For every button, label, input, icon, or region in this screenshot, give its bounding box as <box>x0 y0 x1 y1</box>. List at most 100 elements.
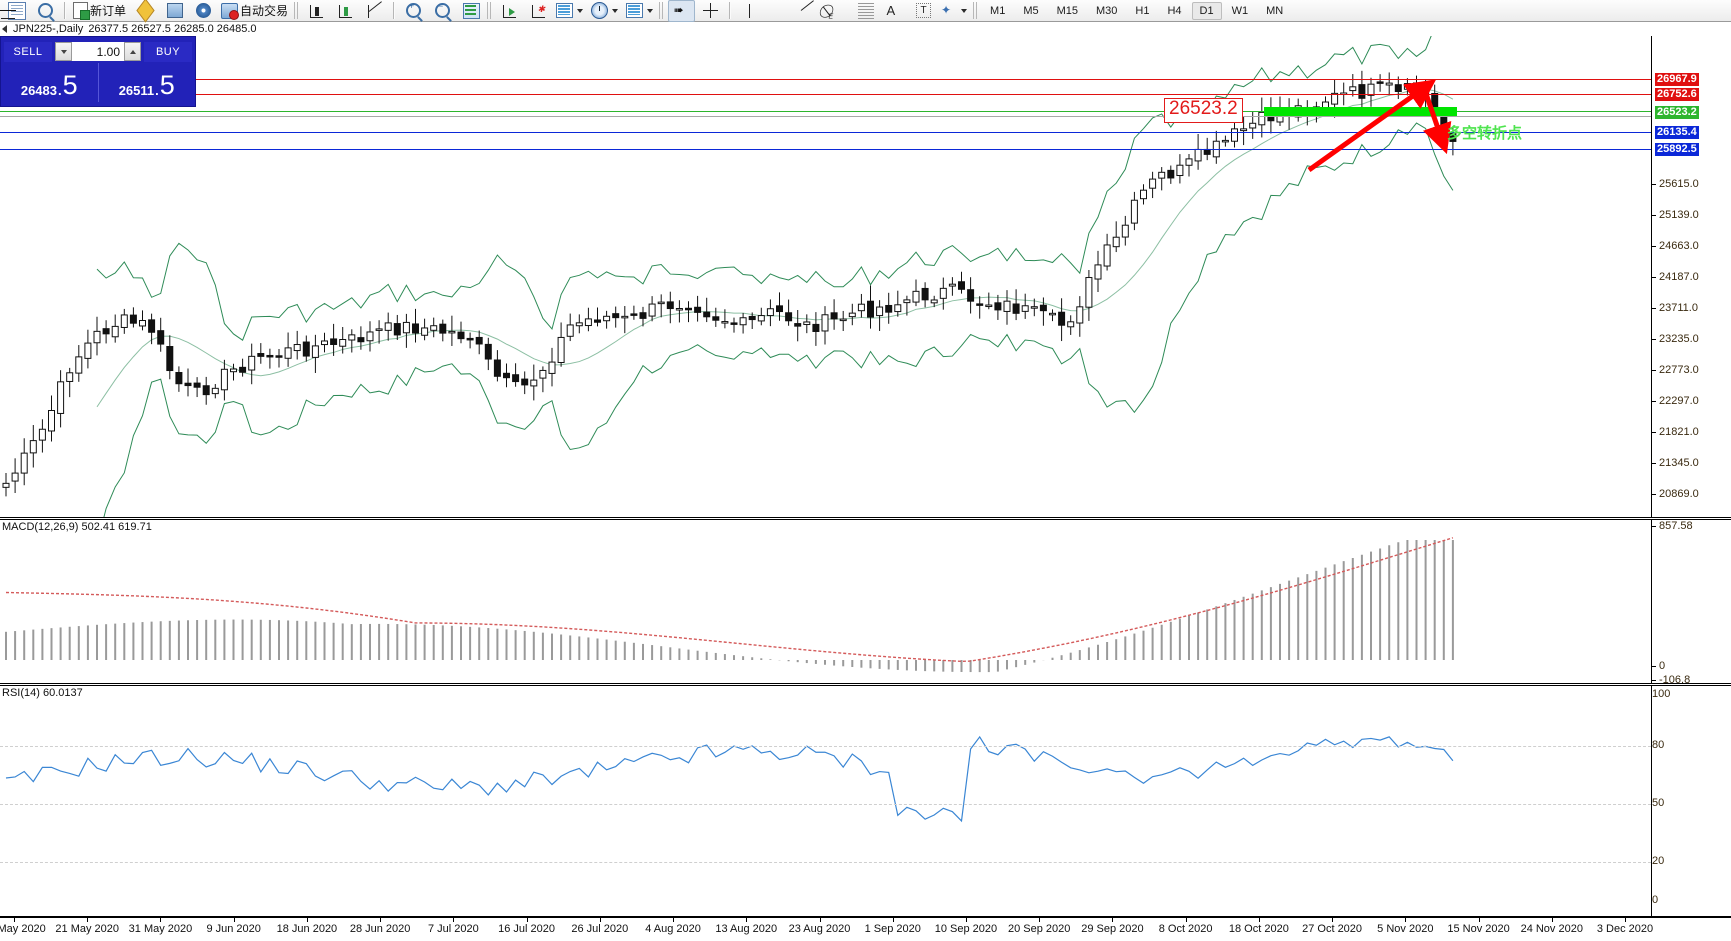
one-click-trading-panel[interactable]: SELL 1.00 BUY 26483 . 5 26511 . 5 <box>0 36 196 107</box>
timeframe-m5[interactable]: M5 <box>1023 4 1039 17</box>
toolbar-grip-3[interactable] <box>659 2 665 19</box>
date-tick <box>746 918 748 922</box>
date-label: 20 Sep 2020 <box>1007 923 1071 935</box>
macd-scale[interactable]: 857.58 0 -106.8 <box>1651 520 1731 686</box>
price-plot[interactable]: 26523.2 多空转折点 <box>0 36 1651 517</box>
buy-button[interactable]: BUY <box>144 41 192 62</box>
signals-button[interactable] <box>190 0 217 22</box>
rsi-pane[interactable]: RSI(14) 60.0137 100 80 50 20 0 <box>0 685 1731 917</box>
timeframe-h4[interactable]: H4 <box>1167 4 1182 17</box>
timeframe-h1[interactable]: H1 <box>1135 4 1150 17</box>
expert-advisors-button[interactable] <box>132 0 159 23</box>
collapse-icon[interactable] <box>2 25 7 33</box>
symbol-info-bar: JPN225-,Daily 26377.5 26527.5 26285.0 26… <box>0 22 1731 36</box>
chevron-down-icon-4[interactable] <box>961 8 968 13</box>
price-tick-24187-0: 24187.0 <box>1652 271 1699 283</box>
cursor-tool-button[interactable]: ➠ <box>668 0 696 22</box>
text-tool-button[interactable]: A <box>881 0 908 22</box>
trendline-tool-button[interactable] <box>794 0 821 22</box>
doc-icon <box>7 1 26 20</box>
rsi-plot[interactable]: RSI(14) 60.0137 <box>0 686 1651 916</box>
line-chart-button[interactable] <box>361 0 388 22</box>
horizontal-line-tool-button[interactable] <box>0 0 792 22</box>
auto-trading-button[interactable]: 自动交易 <box>219 0 292 22</box>
macd-pane[interactable]: MACD(12,26,9) 502.41 619.71 857.58 0 -10… <box>0 519 1731 686</box>
auto-trading-icon <box>221 2 240 20</box>
buy-price[interactable]: 26511 . 5 <box>101 63 192 102</box>
grid-icon <box>463 2 481 19</box>
level-line-26967 <box>0 79 1651 80</box>
periods-button[interactable] <box>589 0 622 22</box>
chevron-down-icon-3[interactable] <box>647 8 654 13</box>
sell-button[interactable]: SELL <box>4 41 52 62</box>
new-order-label: 新订单 <box>90 4 127 18</box>
timeframe-w1[interactable]: W1 <box>1231 4 1249 17</box>
rsi-scale[interactable]: 100 80 50 20 0 <box>1651 686 1731 916</box>
sell-price[interactable]: 26483 . 5 <box>4 63 95 102</box>
date-label: 15 Nov 2020 <box>1447 923 1510 935</box>
date-label: 21 May 2020 <box>55 923 120 935</box>
date-label: 7 Jul 2020 <box>427 923 479 935</box>
templates-button[interactable] <box>624 0 657 22</box>
new-order-button[interactable]: 新订单 <box>71 0 130 22</box>
volume-decrement-button[interactable] <box>55 42 72 61</box>
buy-price-sep: . <box>155 83 159 98</box>
price-scale[interactable]: 25615.0 25139.0 24663.0 24187.0 23711.0 23235… <box>1651 36 1731 517</box>
strategy-tester-button[interactable] <box>161 0 188 22</box>
toolbar-grip-4[interactable] <box>973 2 979 19</box>
candlestick-chart-button[interactable] <box>332 0 359 22</box>
price-label-26135-4[interactable]: 26135.4 <box>1655 126 1699 139</box>
shift-end-button[interactable] <box>496 0 523 22</box>
zoom-out-button[interactable] <box>429 0 456 22</box>
price-label-26967-9[interactable]: 26967.9 <box>1655 73 1699 86</box>
sell-price-int: 26483 <box>20 83 57 98</box>
date-label: 4 Aug 2020 <box>645 923 701 935</box>
buy-price-frac: 5 <box>159 70 175 101</box>
price-tick-23235-0: 23235.0 <box>1652 333 1699 345</box>
timeframe-mn[interactable]: MN <box>1266 4 1284 17</box>
crosshair-tool-button[interactable] <box>697 0 724 22</box>
volume-value[interactable]: 1.00 <box>96 44 120 59</box>
chevron-down-icon-2[interactable] <box>612 8 619 13</box>
market-watch-button[interactable] <box>32 0 59 22</box>
price-label-26752-6[interactable]: 26752.6 <box>1655 88 1699 101</box>
date-label: 28 Jun 2020 <box>349 923 411 935</box>
vertical-line-tool-button[interactable] <box>736 0 763 22</box>
chevron-down-icon[interactable] <box>577 8 584 13</box>
timeframe-d1[interactable]: D1 <box>1191 1 1222 20</box>
zoom-in-button[interactable] <box>400 0 427 22</box>
price-label-25892-5[interactable]: 25892.5 <box>1655 143 1699 156</box>
channel-tool-button[interactable] <box>852 0 879 22</box>
date-label: 1 Sep 2020 <box>864 923 921 935</box>
price-tick-24663-0: 24663.0 <box>1652 240 1699 252</box>
auto-scroll-button[interactable]: ✱ <box>525 0 552 22</box>
price-label-26523-2[interactable]: 26523.2 <box>1655 106 1699 119</box>
objects-tool-button[interactable]: ✦ <box>939 0 971 22</box>
volume-stepper[interactable]: 1.00 <box>55 42 141 61</box>
timeframe-m1[interactable]: M1 <box>990 4 1006 17</box>
price-tick-22773-0: 22773.0 <box>1652 364 1699 376</box>
chevron-down-icon-vol <box>60 49 67 54</box>
toolbar-grip[interactable] <box>294 2 300 19</box>
timeframe-m15[interactable]: M15 <box>1056 4 1078 17</box>
text-label-icon: T <box>916 3 932 18</box>
clock-icon <box>591 2 609 19</box>
macd-plot[interactable]: MACD(12,26,9) 502.41 619.71 <box>0 520 1651 683</box>
chart-grid-button[interactable] <box>458 0 485 22</box>
date-tick <box>1625 918 1626 922</box>
rsi-tick-50: 50 <box>1652 797 1665 809</box>
new-chart-button[interactable] <box>3 0 30 22</box>
bar-chart-button[interactable] <box>303 0 330 22</box>
toolbar-grip-2[interactable] <box>487 2 493 19</box>
price-tick-25615-0: 25615.0 <box>1652 178 1699 190</box>
indicators-button[interactable] <box>554 0 587 22</box>
fibonacci-tool-button[interactable]: ⃠E <box>823 0 850 22</box>
text-label-tool-button[interactable]: T <box>910 0 937 22</box>
date-axis[interactable]: 12 May 2020 21 May 2020 31 May 2020 9 Jun 2… <box>0 917 1731 941</box>
timeframe-m30[interactable]: M30 <box>1096 4 1118 17</box>
volume-increment-button[interactable] <box>124 42 141 61</box>
date-tick <box>673 918 675 922</box>
price-pane[interactable]: 26523.2 多空转折点 25615.0 25139.0 24663.0 24187… <box>0 36 1731 518</box>
buy-price-int: 26511 <box>118 83 155 98</box>
candlestick-icon <box>338 4 353 18</box>
